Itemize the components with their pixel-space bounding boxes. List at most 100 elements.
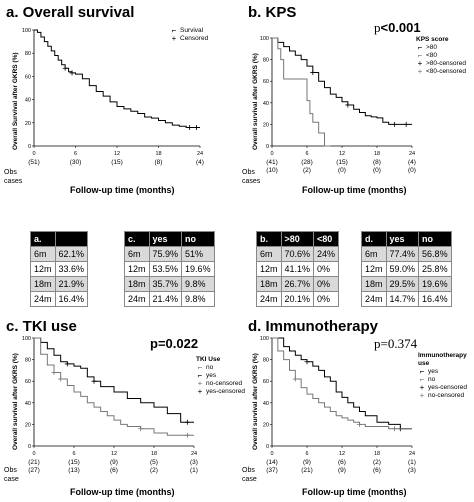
line-symbol-icon: ⌐ bbox=[197, 371, 203, 380]
km-curve-no bbox=[272, 337, 412, 430]
obs-count: (4) bbox=[196, 159, 204, 166]
obs-count: (1) bbox=[408, 459, 416, 466]
obs-labels: Obs cases bbox=[4, 169, 23, 185]
legend-item: + no-censored bbox=[419, 391, 465, 400]
y-axis-label: Overall Survival after GKRS (%) bbox=[12, 52, 19, 150]
obs-count: (27) bbox=[28, 467, 40, 474]
censor-mark bbox=[292, 376, 298, 382]
censor-mark bbox=[187, 124, 193, 130]
table-row: 18m 29.5% 19.6% bbox=[361, 276, 452, 292]
table-row: 6m 70.6% 24% bbox=[256, 246, 340, 262]
censor-mark bbox=[138, 426, 144, 432]
km-curve-yes bbox=[34, 337, 194, 423]
table-cell: 20.1% bbox=[280, 291, 315, 307]
x-tick-label: 12 bbox=[111, 451, 117, 457]
survival-table-b: b. >80 <80 6m 70.6% 24% 12m 41.1% 0% 18m 26.7% 0% 24… bbox=[256, 231, 340, 307]
y-axis-label: Overall survival after GKRS (%) bbox=[12, 353, 19, 450]
legend-a: ⌐ Survival + Censored bbox=[170, 27, 209, 43]
obs-count: (0) bbox=[338, 167, 346, 174]
table-cell: 77.4% bbox=[385, 246, 420, 262]
table-cell: 9.8% bbox=[181, 291, 215, 307]
obs-count: (3) bbox=[408, 467, 416, 474]
x-tick-label: 12 bbox=[114, 151, 120, 157]
obs-count: (0) bbox=[408, 167, 416, 174]
obs-count: (15) bbox=[336, 159, 348, 166]
table-cell: 29.5% bbox=[385, 276, 420, 292]
y-tick-label: 40 bbox=[25, 98, 31, 104]
plus-icon: + bbox=[197, 387, 203, 396]
x-tick-label: 6 bbox=[305, 151, 308, 157]
censor-mark bbox=[69, 70, 75, 76]
obs-count: (8) bbox=[155, 159, 163, 166]
table-header-cell: d. bbox=[361, 231, 387, 247]
y-tick-label: 20 bbox=[263, 422, 269, 428]
x-tick-label: 0 bbox=[270, 451, 273, 457]
x-tick-label: 24 bbox=[191, 451, 197, 457]
obs-count: (10) bbox=[266, 167, 278, 174]
legend-item: ⌐ yes bbox=[419, 367, 439, 376]
x-tick-label: 6 bbox=[305, 451, 308, 457]
y-tick-label: 0 bbox=[28, 444, 31, 450]
line-symbol-icon: ⌐ bbox=[419, 367, 425, 376]
obs-count: (5) bbox=[150, 459, 158, 466]
table-row: 6m 75.9% 51% bbox=[124, 246, 215, 262]
table-row: 24m 21.4% 9.8% bbox=[124, 291, 215, 307]
y-tick-label: 100 bbox=[22, 336, 31, 342]
y-tick-label: 80 bbox=[263, 358, 269, 364]
legend-d: Immunotherapy use ⌐ yes ⌐ no + yes-censored… bbox=[418, 352, 474, 400]
censor-mark bbox=[64, 361, 70, 367]
y-tick-label: 100 bbox=[260, 36, 269, 42]
table-row: 6m 62.1% bbox=[30, 246, 89, 262]
table-header-cell: no bbox=[181, 231, 215, 247]
table-header-row: d. yes no bbox=[361, 231, 452, 247]
y-tick-label: 0 bbox=[266, 444, 269, 450]
legend-item: ⌐ no bbox=[197, 363, 214, 372]
x-tick-label: 18 bbox=[155, 151, 161, 157]
km-plot-c: 0 20 40 60 80 100 0 6 12 18 24 (21) (15) (9) (5) (3) (27… bbox=[22, 336, 198, 474]
legend-item: ⌐ yes bbox=[197, 371, 217, 380]
y-tick-label: 0 bbox=[266, 144, 269, 150]
y-tick-label: 60 bbox=[25, 379, 31, 385]
table-cell: 19.6% bbox=[181, 261, 215, 277]
table-cell: 24% bbox=[313, 246, 340, 262]
plus-icon: + bbox=[197, 379, 203, 388]
legend-c: TKI Use ⌐ no ⌐ yes + no-censored + yes-censo… bbox=[196, 356, 246, 396]
table-header-cell: c. bbox=[124, 231, 150, 247]
obs-count: (6) bbox=[338, 459, 346, 466]
chart-title: c. TKI use bbox=[6, 318, 77, 335]
table-row: 12m 59.0% 25.8% bbox=[361, 261, 452, 277]
censor-mark bbox=[184, 432, 190, 438]
km-curve-<80 bbox=[272, 37, 331, 147]
km-plot-b: 0 20 40 60 80 100 0 6 12 18 24 (41) (28) (15) (8) (4) (1… bbox=[260, 36, 416, 174]
y-tick-label: 100 bbox=[260, 336, 269, 342]
censor-mark bbox=[184, 419, 190, 425]
table-row: 6m 77.4% 56.8% bbox=[361, 246, 452, 262]
table-cell: 24m bbox=[124, 291, 150, 307]
table-cell: 51% bbox=[181, 246, 215, 262]
obs-count: (21) bbox=[28, 459, 40, 466]
x-tick-label: 24 bbox=[409, 151, 415, 157]
censor-mark bbox=[304, 359, 310, 365]
x-tick-label: 0 bbox=[270, 151, 273, 157]
x-tick-label: 18 bbox=[151, 451, 157, 457]
table-header-cell: >80 bbox=[280, 231, 315, 247]
table-cell: 6m bbox=[124, 246, 150, 262]
plus-icon: + bbox=[171, 34, 177, 43]
x-tick-label: 18 bbox=[374, 451, 380, 457]
p-value: p=0.022 bbox=[150, 336, 199, 351]
obs-count: (21) bbox=[301, 467, 313, 474]
table-header-cell: yes bbox=[148, 231, 183, 247]
line-symbol-icon: ⌐ bbox=[417, 51, 423, 60]
obs-count: (2) bbox=[373, 459, 381, 466]
obs-count: (37) bbox=[266, 467, 278, 474]
table-header-cell: no bbox=[418, 231, 452, 247]
table-cell: 19.6% bbox=[418, 276, 452, 292]
table-cell: 12m bbox=[361, 261, 387, 277]
table-cell: 24m bbox=[256, 291, 282, 307]
obs-labels: Obs case bbox=[4, 467, 19, 483]
table-header-cell: b. bbox=[256, 231, 282, 247]
table-cell: 12m bbox=[30, 261, 56, 277]
y-tick-label: 60 bbox=[263, 379, 269, 385]
x-axis-label: Follow-up time (months) bbox=[70, 185, 175, 195]
